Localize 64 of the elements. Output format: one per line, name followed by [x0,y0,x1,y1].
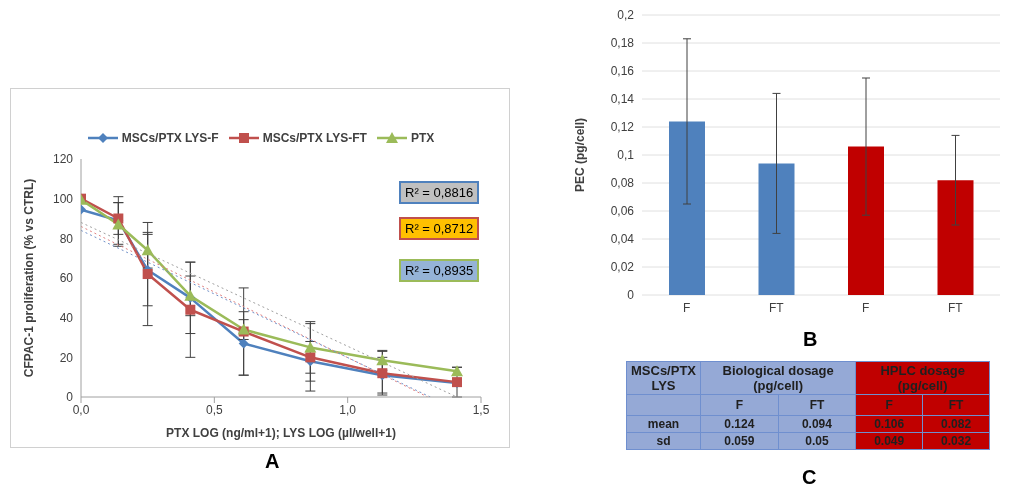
data-label: 0.059 [700,432,779,450]
y-tick-label: 0,08 [610,176,635,191]
data-label: 0.05 [778,432,856,450]
y-tick-label: 0,06 [610,204,635,219]
y-tick-label: 60 [59,271,74,286]
bar [669,121,705,295]
text: sd [626,432,701,450]
y-tick-label: 120 [52,152,74,167]
y-tick-label: 0,16 [610,64,635,79]
y-tick-label: 40 [59,310,74,325]
point [185,304,196,315]
x-axis-title: PTX LOG (ng/ml+1); LYS LOG (µl/well+1) [166,426,396,440]
y-axis-title: PEC (pg/cell) [573,117,588,193]
annotation: R² = 0,8816 [399,181,480,204]
data-label: 0.094 [778,415,856,433]
y-tick-label: 0,12 [610,120,635,135]
text: HPLC dosage (pg/cell) [855,361,990,395]
y-tick-label: 0,18 [610,36,635,51]
y-axis-title: CFPAC-1 proliferation (% vs CTRL) [22,178,37,378]
point [238,338,249,349]
x-tick-label: FT [768,300,785,315]
text: A [265,450,280,473]
bar [758,163,795,295]
point [142,269,153,280]
data-label: 0.106 [855,415,923,433]
legend-label: MSCs/PTX LYS-FT [261,130,367,147]
data-label: 0.032 [922,432,990,450]
legend-label: PTX [409,130,435,147]
bar [937,180,974,295]
series-label: mean [626,415,701,433]
y-tick-label: 0 [66,390,74,405]
text: MSCs/PTX LYS [626,361,701,395]
x-tick-label: 0,0 [72,402,90,417]
y-tick-label: 0,2 [617,8,635,23]
x-tick-label: FT [947,300,964,315]
x-tick-label: 1,5 [472,402,490,417]
text: B [803,328,818,351]
annotation: R² = 0,8712 [399,217,480,240]
x-tick-label: 1,0 [339,402,357,417]
y-tick-label: 80 [59,231,74,246]
point [305,352,316,363]
x-tick-label: 0,5 [205,402,223,417]
point [451,365,463,377]
legend-label: MSCs/PTX LYS-F [120,130,219,147]
x-tick-label: F [862,300,870,315]
text: Biological dosage (pg/cell) [700,361,856,395]
point [141,244,154,256]
text: C [802,466,817,488]
bar [848,146,884,295]
y-tick-label: 0,1 [617,148,635,163]
y-tick-label: 100 [52,191,74,206]
y-tick-label: 20 [59,350,74,365]
point [304,341,317,353]
data-label: 0.124 [700,415,779,433]
y-tick-label: 0,02 [610,260,635,275]
y-tick-label: 0,14 [610,92,635,107]
point [112,218,125,230]
y-tick-label: 0 [627,288,635,303]
x-tick-label: F [683,300,691,315]
point [376,354,389,366]
data-label: 0.049 [855,432,923,450]
y-tick-label: 0,04 [610,232,635,247]
data-label: 0.082 [922,415,990,433]
annotation: R² = 0,8935 [399,259,480,282]
